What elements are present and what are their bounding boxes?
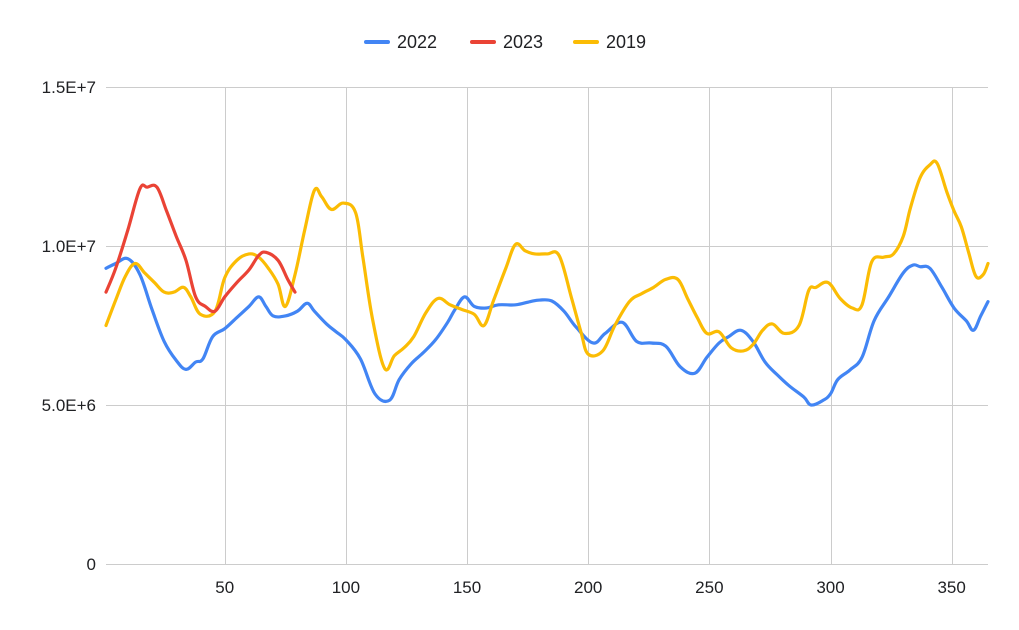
legend-label-2019: 2019 — [606, 32, 646, 52]
legend: 2022 2023 2019 — [364, 32, 646, 52]
x-tick-label: 250 — [695, 578, 723, 597]
x-tick-label: 300 — [816, 578, 844, 597]
x-tick-label: 50 — [215, 578, 234, 597]
series-line-2019 — [104, 159, 990, 372]
legend-item-2022: 2022 — [364, 32, 437, 52]
legend-item-2023: 2023 — [470, 32, 543, 52]
x-tick-label: 200 — [574, 578, 602, 597]
y-tick-label: 1.5E+7 — [42, 78, 96, 97]
x-tick-label: 150 — [453, 578, 481, 597]
series-line-2023 — [104, 183, 297, 314]
legend-label-2023: 2023 — [503, 32, 543, 52]
y-tick-label: 5.0E+6 — [42, 396, 96, 415]
legend-label-2022: 2022 — [397, 32, 437, 52]
legend-item-2019: 2019 — [573, 32, 646, 52]
series-lines — [104, 159, 990, 407]
series-line-2022 — [104, 256, 990, 407]
x-tick-label: 100 — [332, 578, 360, 597]
x-tick-label: 350 — [937, 578, 965, 597]
gridlines — [106, 87, 988, 565]
axis-tick-labels: 0 5.0E+6 1.0E+7 1.5E+7 50 100 150 200 250 300 350 — [42, 78, 966, 597]
y-tick-label: 1.0E+7 — [42, 237, 96, 256]
y-tick-label: 0 — [87, 555, 96, 574]
